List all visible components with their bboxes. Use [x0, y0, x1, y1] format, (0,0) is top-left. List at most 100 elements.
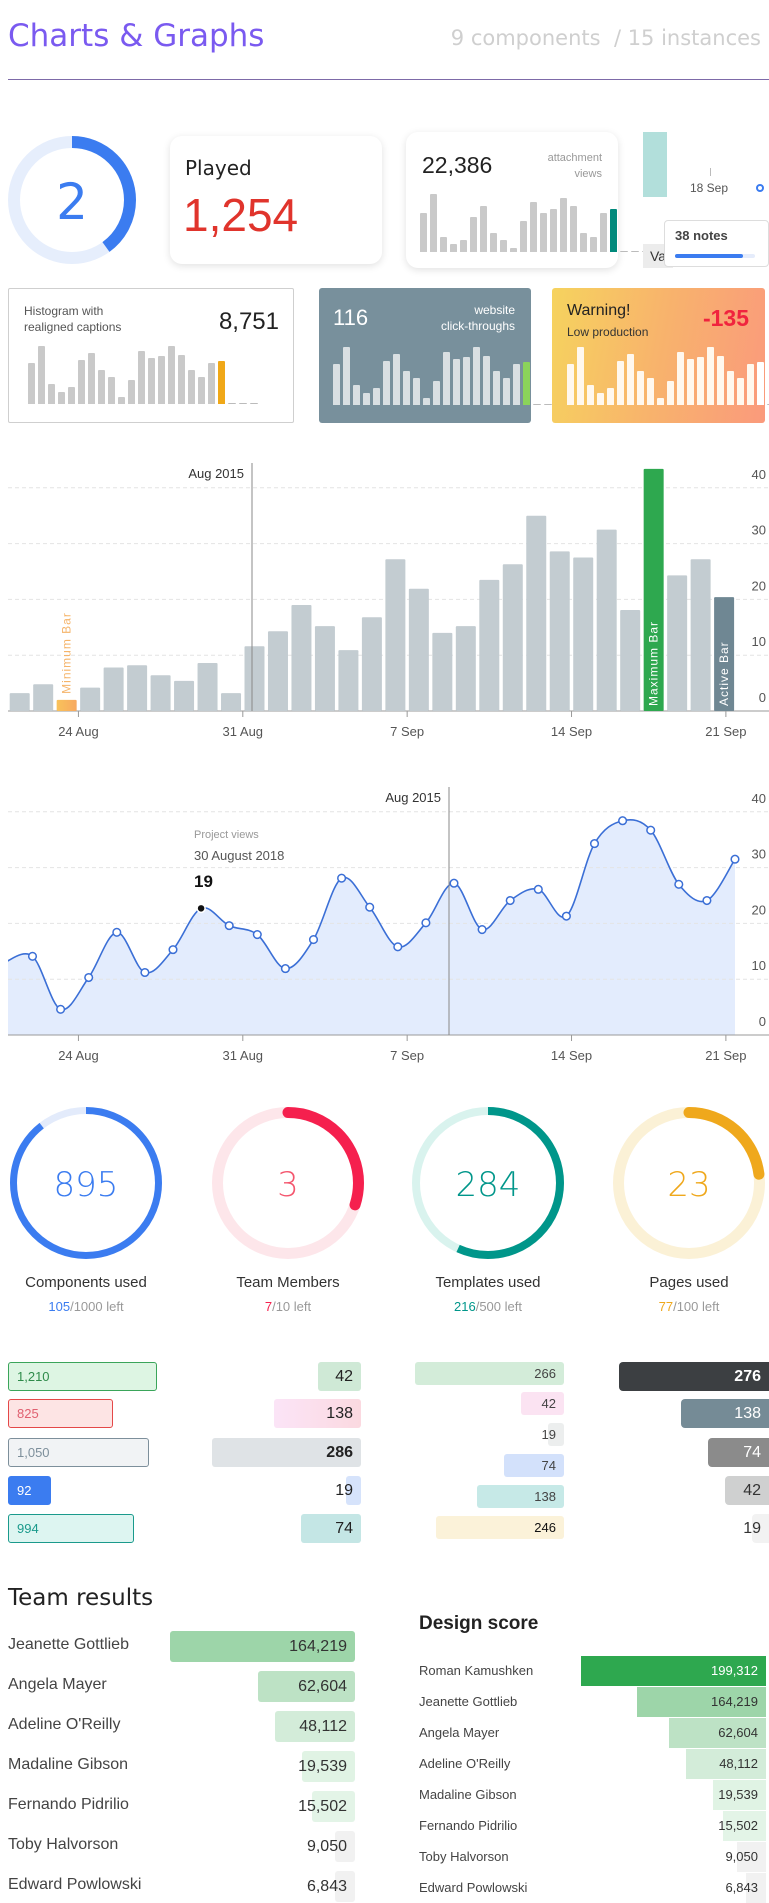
kpi-donut: 2 [8, 136, 136, 264]
histogram-bar [460, 240, 467, 252]
histogram-bar [128, 380, 135, 404]
placeholder-dash [250, 403, 258, 404]
bar [291, 604, 312, 711]
data-point [421, 918, 431, 928]
team-results-title: Team results [8, 1585, 154, 1611]
gauge-label: Components used [25, 1274, 147, 1291]
team-member-name: Toby Halvorson [8, 1836, 119, 1853]
bar [127, 665, 148, 711]
team-score-bar: 164,219 [170, 1631, 355, 1662]
design-score-bar: 164,219 [637, 1687, 766, 1717]
histogram-bar [343, 347, 350, 405]
dark-bar: 42 [725, 1476, 769, 1505]
area-fill [8, 819, 735, 1035]
data-point [365, 902, 375, 912]
histogram-bar [208, 363, 215, 404]
placeholder-dash [620, 251, 628, 252]
team-member-name: Fernando Pidrilio [8, 1796, 129, 1813]
histogram-bar [333, 364, 340, 405]
header-divider [8, 79, 769, 80]
histogram-bar [500, 240, 507, 252]
bar [502, 564, 523, 711]
data-point [618, 816, 628, 826]
gauge-total: /10 left [272, 1299, 312, 1314]
histogram-bar [78, 359, 85, 404]
gauge-label: Team Members [236, 1274, 340, 1291]
histogram-bar [353, 384, 360, 405]
team-score-bar: 9,050 [307, 1831, 355, 1862]
histogram-bar [727, 370, 734, 405]
histogram-bar [570, 205, 577, 252]
bar [267, 631, 288, 711]
histogram-bar [627, 353, 634, 405]
histogram-bar [198, 376, 205, 404]
x-tick-label: 24 Aug [58, 1048, 99, 1063]
data-point [27, 951, 38, 961]
team-score-bar: 6,843 [307, 1871, 355, 1902]
team-score-bar: 15,502 [298, 1791, 355, 1822]
gauge-value: 284 [456, 1165, 521, 1205]
histogram-bar [473, 347, 480, 405]
bar [479, 579, 500, 711]
design-score-title: Design score [419, 1613, 539, 1634]
data-point [280, 964, 290, 974]
data-point [140, 967, 150, 978]
outlined-bar: 825 [8, 1399, 113, 1428]
histogram-bar [98, 369, 105, 404]
gauge-arc [212, 1107, 364, 1259]
gauge-left-count: 216 [454, 1299, 476, 1314]
designer-name: Toby Halvorson [419, 1849, 509, 1864]
component-count: 9 components / 15 instances [451, 26, 761, 50]
histogram-bar [453, 358, 460, 405]
attachment-caption: attachment views [548, 150, 602, 182]
bar [244, 646, 265, 711]
histogram-bar [493, 370, 500, 405]
histogram-bar [513, 364, 520, 405]
histogram-bar [443, 352, 450, 405]
histogram-bar [577, 347, 584, 405]
placeholder-dash [533, 404, 541, 405]
highlighted-point [196, 903, 206, 914]
design-score-bar: 6,843 [725, 1873, 766, 1903]
placeholder-dash [239, 403, 247, 404]
bar [338, 650, 359, 711]
compact-bar: 138 [477, 1485, 564, 1508]
gauge-ring: 3 [212, 1107, 364, 1259]
dark-bar: 138 [681, 1399, 769, 1428]
histogram-bar [373, 387, 380, 405]
histogram-bars [28, 344, 258, 404]
caption-line: attachment [547, 152, 602, 164]
gauge-left-count: 77 [658, 1299, 674, 1314]
histogram-bar [393, 353, 400, 405]
histogram-bar [383, 360, 390, 405]
histogram-bar [148, 357, 155, 404]
histogram-bar [450, 244, 457, 252]
gauge-arc [412, 1107, 564, 1259]
data-point [674, 879, 684, 889]
histogram-bar [433, 381, 440, 405]
outlined-bar: 1,050 [8, 1438, 149, 1467]
data-point [730, 854, 740, 864]
histogram-bar [540, 213, 547, 252]
donut-value: 2 [56, 173, 88, 231]
gauge-ring: 23 [613, 1107, 765, 1259]
warning-bars [567, 345, 769, 405]
gauge-total: /500 left [475, 1299, 522, 1314]
bar [361, 617, 382, 711]
bar [596, 529, 617, 711]
attachment-card: 22,386 attachment views [406, 132, 650, 268]
bar [174, 680, 195, 711]
gauge-total: /100 left [673, 1299, 720, 1314]
histogram-bar [600, 213, 607, 252]
bar [80, 687, 101, 711]
histogram-bar [413, 377, 420, 405]
data-point [112, 927, 122, 937]
outlined-bar: 1,210 [8, 1362, 157, 1391]
histogram-bar [757, 362, 764, 405]
team-score-bar: 19,539 [298, 1751, 355, 1782]
gauge-value: 23 [667, 1165, 710, 1205]
design-score-bar: 48,112 [686, 1749, 766, 1779]
gauge-value: 895 [54, 1165, 119, 1205]
histogram-bar [747, 364, 754, 405]
x-tick-label: 7 Sep [390, 724, 424, 739]
